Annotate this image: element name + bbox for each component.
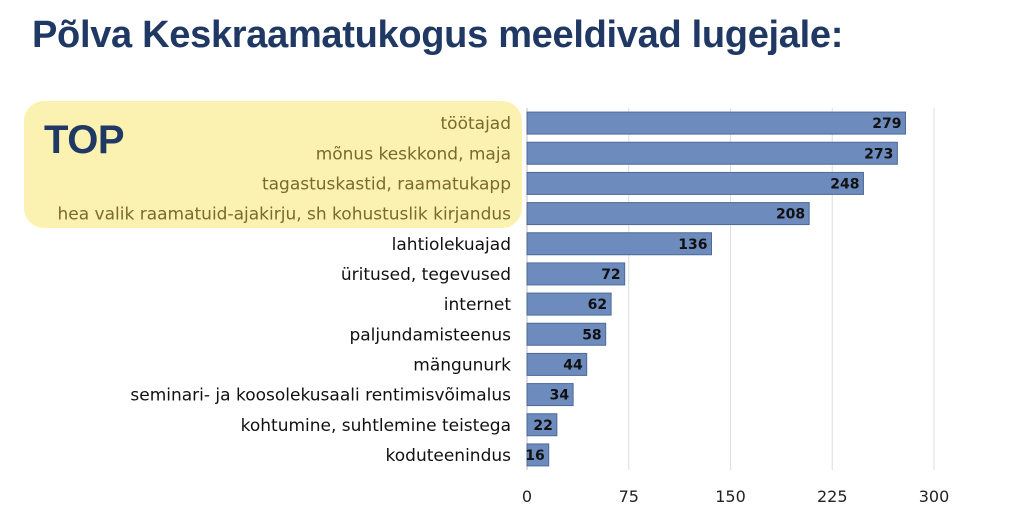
bar-value-label: 44 [563,357,583,373]
category-label: kohtumine, suhtlemine teistega [241,416,511,436]
slide-title: Põlva Keskraamatukogus meeldivad lugejal… [32,14,844,56]
bar [526,352,588,376]
category-label: üritused, tegevused [341,265,511,285]
bar-value-label: 273 [864,146,893,162]
bar-value-label: 16 [525,448,544,464]
bar [526,202,810,226]
label-layer: töötajad mõnus keskkond, maja tagastuskast… [57,114,511,466]
bar [526,262,626,286]
category-label: internet [444,295,512,315]
x-tick-label: 75 [619,487,639,506]
category-label: seminari- ja koosolekusaali rentimisvõim… [130,386,511,406]
x-tick-label: 150 [715,487,746,506]
bar [526,443,550,467]
bar-value-label: 58 [582,327,601,343]
bar-value-label: 248 [830,176,859,192]
x-tick-label: 225 [817,487,848,506]
grid-layer [526,108,935,470]
top-highlight-box [24,101,522,228]
tick-layer: 0 75 150 225 300 [522,487,949,506]
x-tick-label: 300 [919,487,950,506]
bar-value-label: 72 [601,267,620,283]
bar [526,232,713,256]
bar [526,322,607,346]
category-label: mängunurk [413,355,511,375]
category-label: tagastuskastid, raamatukapp [262,174,511,194]
bar-value-label: 279 [872,116,901,132]
top-label: TOP [44,118,125,162]
bar [526,171,864,195]
bar-value-label: 62 [588,297,607,313]
bar-value-label: 34 [550,388,570,404]
category-label: hea valik raamatuid-ajakirju, sh kohustu… [57,205,511,225]
category-label: koduteenindus [386,446,512,466]
category-label: mõnus keskkond, maja [316,144,511,164]
category-label: töötajad [441,114,511,134]
bar [526,413,558,437]
bar [526,111,907,135]
bar-layer: 279 273 248 208 136 72 62 58 44 34 22 16 [525,111,907,467]
bar-value-label: 22 [533,418,552,434]
bar-value-label: 208 [776,207,805,223]
bar [526,383,574,407]
category-label: lahtiolekuajad [392,235,511,255]
bar [526,141,898,165]
x-tick-label: 0 [522,487,532,506]
bar [526,292,612,316]
category-label: paljundamisteenus [349,325,511,345]
bar-value-label: 136 [678,237,707,253]
